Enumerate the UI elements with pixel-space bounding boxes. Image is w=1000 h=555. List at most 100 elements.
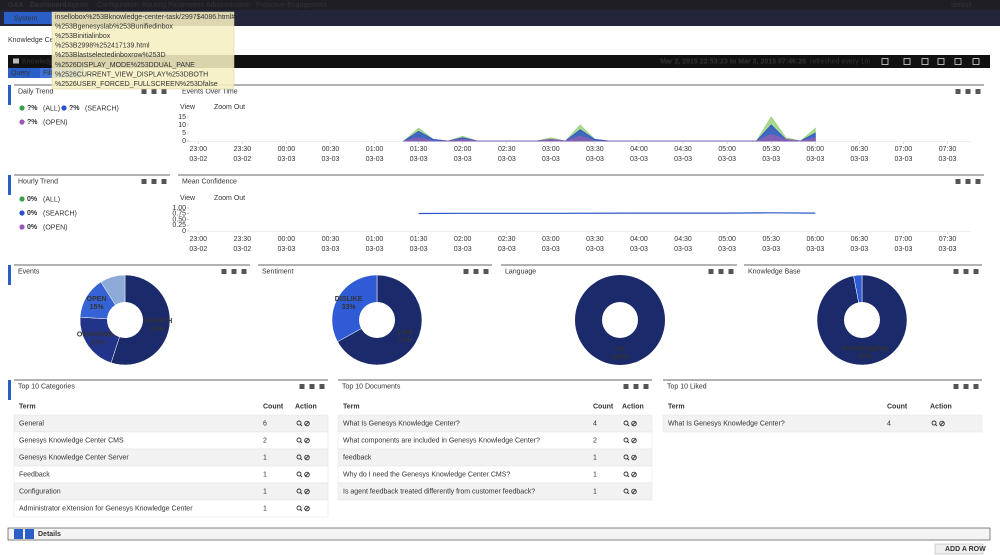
widget-control[interactable] xyxy=(221,269,227,274)
widget-control[interactable] xyxy=(973,269,979,274)
widget-control[interactable] xyxy=(161,179,167,184)
view-link[interactable]: View xyxy=(180,104,196,111)
block-action[interactable] xyxy=(304,488,310,495)
widget-control[interactable] xyxy=(965,89,971,94)
x-tick-label: 03-03 xyxy=(630,156,648,163)
widget-control[interactable] xyxy=(963,384,969,389)
widget-control[interactable] xyxy=(708,269,714,274)
pie-label: ONANSWER xyxy=(77,331,119,338)
block-action[interactable] xyxy=(939,420,945,427)
x-tick-label: 06:30 xyxy=(851,236,869,243)
search-action[interactable] xyxy=(931,420,937,426)
search-action[interactable] xyxy=(296,437,302,443)
toolbar-icon[interactable] xyxy=(921,58,929,65)
block-action[interactable] xyxy=(304,454,310,461)
widget-control[interactable] xyxy=(633,384,639,389)
widget-control[interactable] xyxy=(975,179,981,184)
widget-control[interactable] xyxy=(955,179,961,184)
widget-control[interactable] xyxy=(151,179,157,184)
block-action[interactable] xyxy=(304,437,310,444)
widget-control[interactable] xyxy=(319,384,325,389)
nav-item[interactable]: Agents xyxy=(67,2,89,9)
nav-item[interactable]: Dashboard xyxy=(30,2,67,9)
widget-title: Top 10 Categories xyxy=(18,383,75,390)
widget-control[interactable] xyxy=(955,89,961,94)
details-gear[interactable] xyxy=(14,529,23,539)
tab[interactable]: Query xyxy=(11,70,31,77)
nav-item[interactable]: Administration xyxy=(206,2,250,9)
search-action[interactable] xyxy=(296,505,302,511)
search-action[interactable] xyxy=(623,471,629,477)
block-action[interactable] xyxy=(631,437,637,444)
toolbar-icon[interactable] xyxy=(954,58,962,65)
pie-hole xyxy=(107,302,143,338)
widget-control[interactable] xyxy=(241,269,247,274)
x-tick-label: 03-03 xyxy=(674,156,692,163)
trend-value: 0% xyxy=(27,210,38,217)
nav-item[interactable]: Routing Parameters xyxy=(142,2,205,9)
details-toggle[interactable] xyxy=(25,529,34,539)
widget-control[interactable] xyxy=(309,384,315,389)
widget-control[interactable] xyxy=(963,269,969,274)
widget-control[interactable] xyxy=(975,89,981,94)
search-action[interactable] xyxy=(296,420,302,426)
search-action[interactable] xyxy=(623,488,629,494)
search-action-handle xyxy=(300,441,303,444)
widget-control[interactable] xyxy=(728,269,734,274)
toolbar-icon[interactable] xyxy=(937,58,945,65)
widget-control[interactable] xyxy=(623,384,629,389)
block-action[interactable] xyxy=(304,420,310,427)
query-tab[interactable] xyxy=(8,68,40,78)
nav-item[interactable]: Proactive Engagement xyxy=(256,2,327,9)
x-tick-label: 00:30 xyxy=(322,236,340,243)
widget-control[interactable] xyxy=(718,269,724,274)
search-action[interactable] xyxy=(623,437,629,443)
widget-control[interactable] xyxy=(953,384,959,389)
search-action[interactable] xyxy=(623,420,629,426)
widget-control[interactable] xyxy=(161,89,167,94)
x-tick-label: 03-03 xyxy=(277,156,295,163)
view-link[interactable]: View xyxy=(180,195,196,202)
block-action[interactable] xyxy=(631,471,637,478)
widget-control[interactable] xyxy=(643,384,649,389)
search-action-handle xyxy=(935,424,938,427)
user[interactable]: default xyxy=(951,2,972,9)
widget-control[interactable] xyxy=(151,89,157,94)
search-action[interactable] xyxy=(623,454,629,460)
widget-accent xyxy=(8,265,11,285)
add-row-button[interactable] xyxy=(934,543,984,555)
nav-item[interactable]: Configuration xyxy=(97,2,139,9)
widget-control[interactable] xyxy=(473,269,479,274)
pie-value-label: 33% xyxy=(342,304,357,311)
block-action[interactable] xyxy=(304,471,310,478)
widget-control[interactable] xyxy=(463,269,469,274)
widget-control[interactable] xyxy=(299,384,305,389)
block-action[interactable] xyxy=(631,420,637,427)
cell-term: General xyxy=(19,420,44,427)
widget-control[interactable] xyxy=(141,89,147,94)
search-action[interactable] xyxy=(296,488,302,494)
widget-control[interactable] xyxy=(953,269,959,274)
x-tick-label: 03-03 xyxy=(366,156,384,163)
widget-control[interactable] xyxy=(973,384,979,389)
zoom-link[interactable]: Zoom Out xyxy=(214,195,245,202)
x-tick-label: 03-03 xyxy=(806,246,824,253)
widget-control[interactable] xyxy=(231,269,237,274)
trend-label: (SEARCH) xyxy=(85,105,119,112)
system-button[interactable] xyxy=(4,12,54,24)
y-tick-label: 0.50 xyxy=(172,216,186,223)
widget-control[interactable] xyxy=(965,179,971,184)
add-row-label[interactable]: ADD A ROW xyxy=(945,546,986,553)
toolbar-icon[interactable] xyxy=(972,58,980,65)
widget-control[interactable] xyxy=(141,179,147,184)
toolbar-icon[interactable] xyxy=(903,58,911,65)
toolbar-icon[interactable] xyxy=(881,58,889,65)
block-action[interactable] xyxy=(631,454,637,461)
widget-control[interactable] xyxy=(483,269,489,274)
zoom-link[interactable]: Zoom Out xyxy=(214,104,245,111)
search-action[interactable] xyxy=(296,454,302,460)
search-action[interactable] xyxy=(296,471,302,477)
block-action[interactable] xyxy=(304,505,310,512)
block-action[interactable] xyxy=(631,488,637,495)
